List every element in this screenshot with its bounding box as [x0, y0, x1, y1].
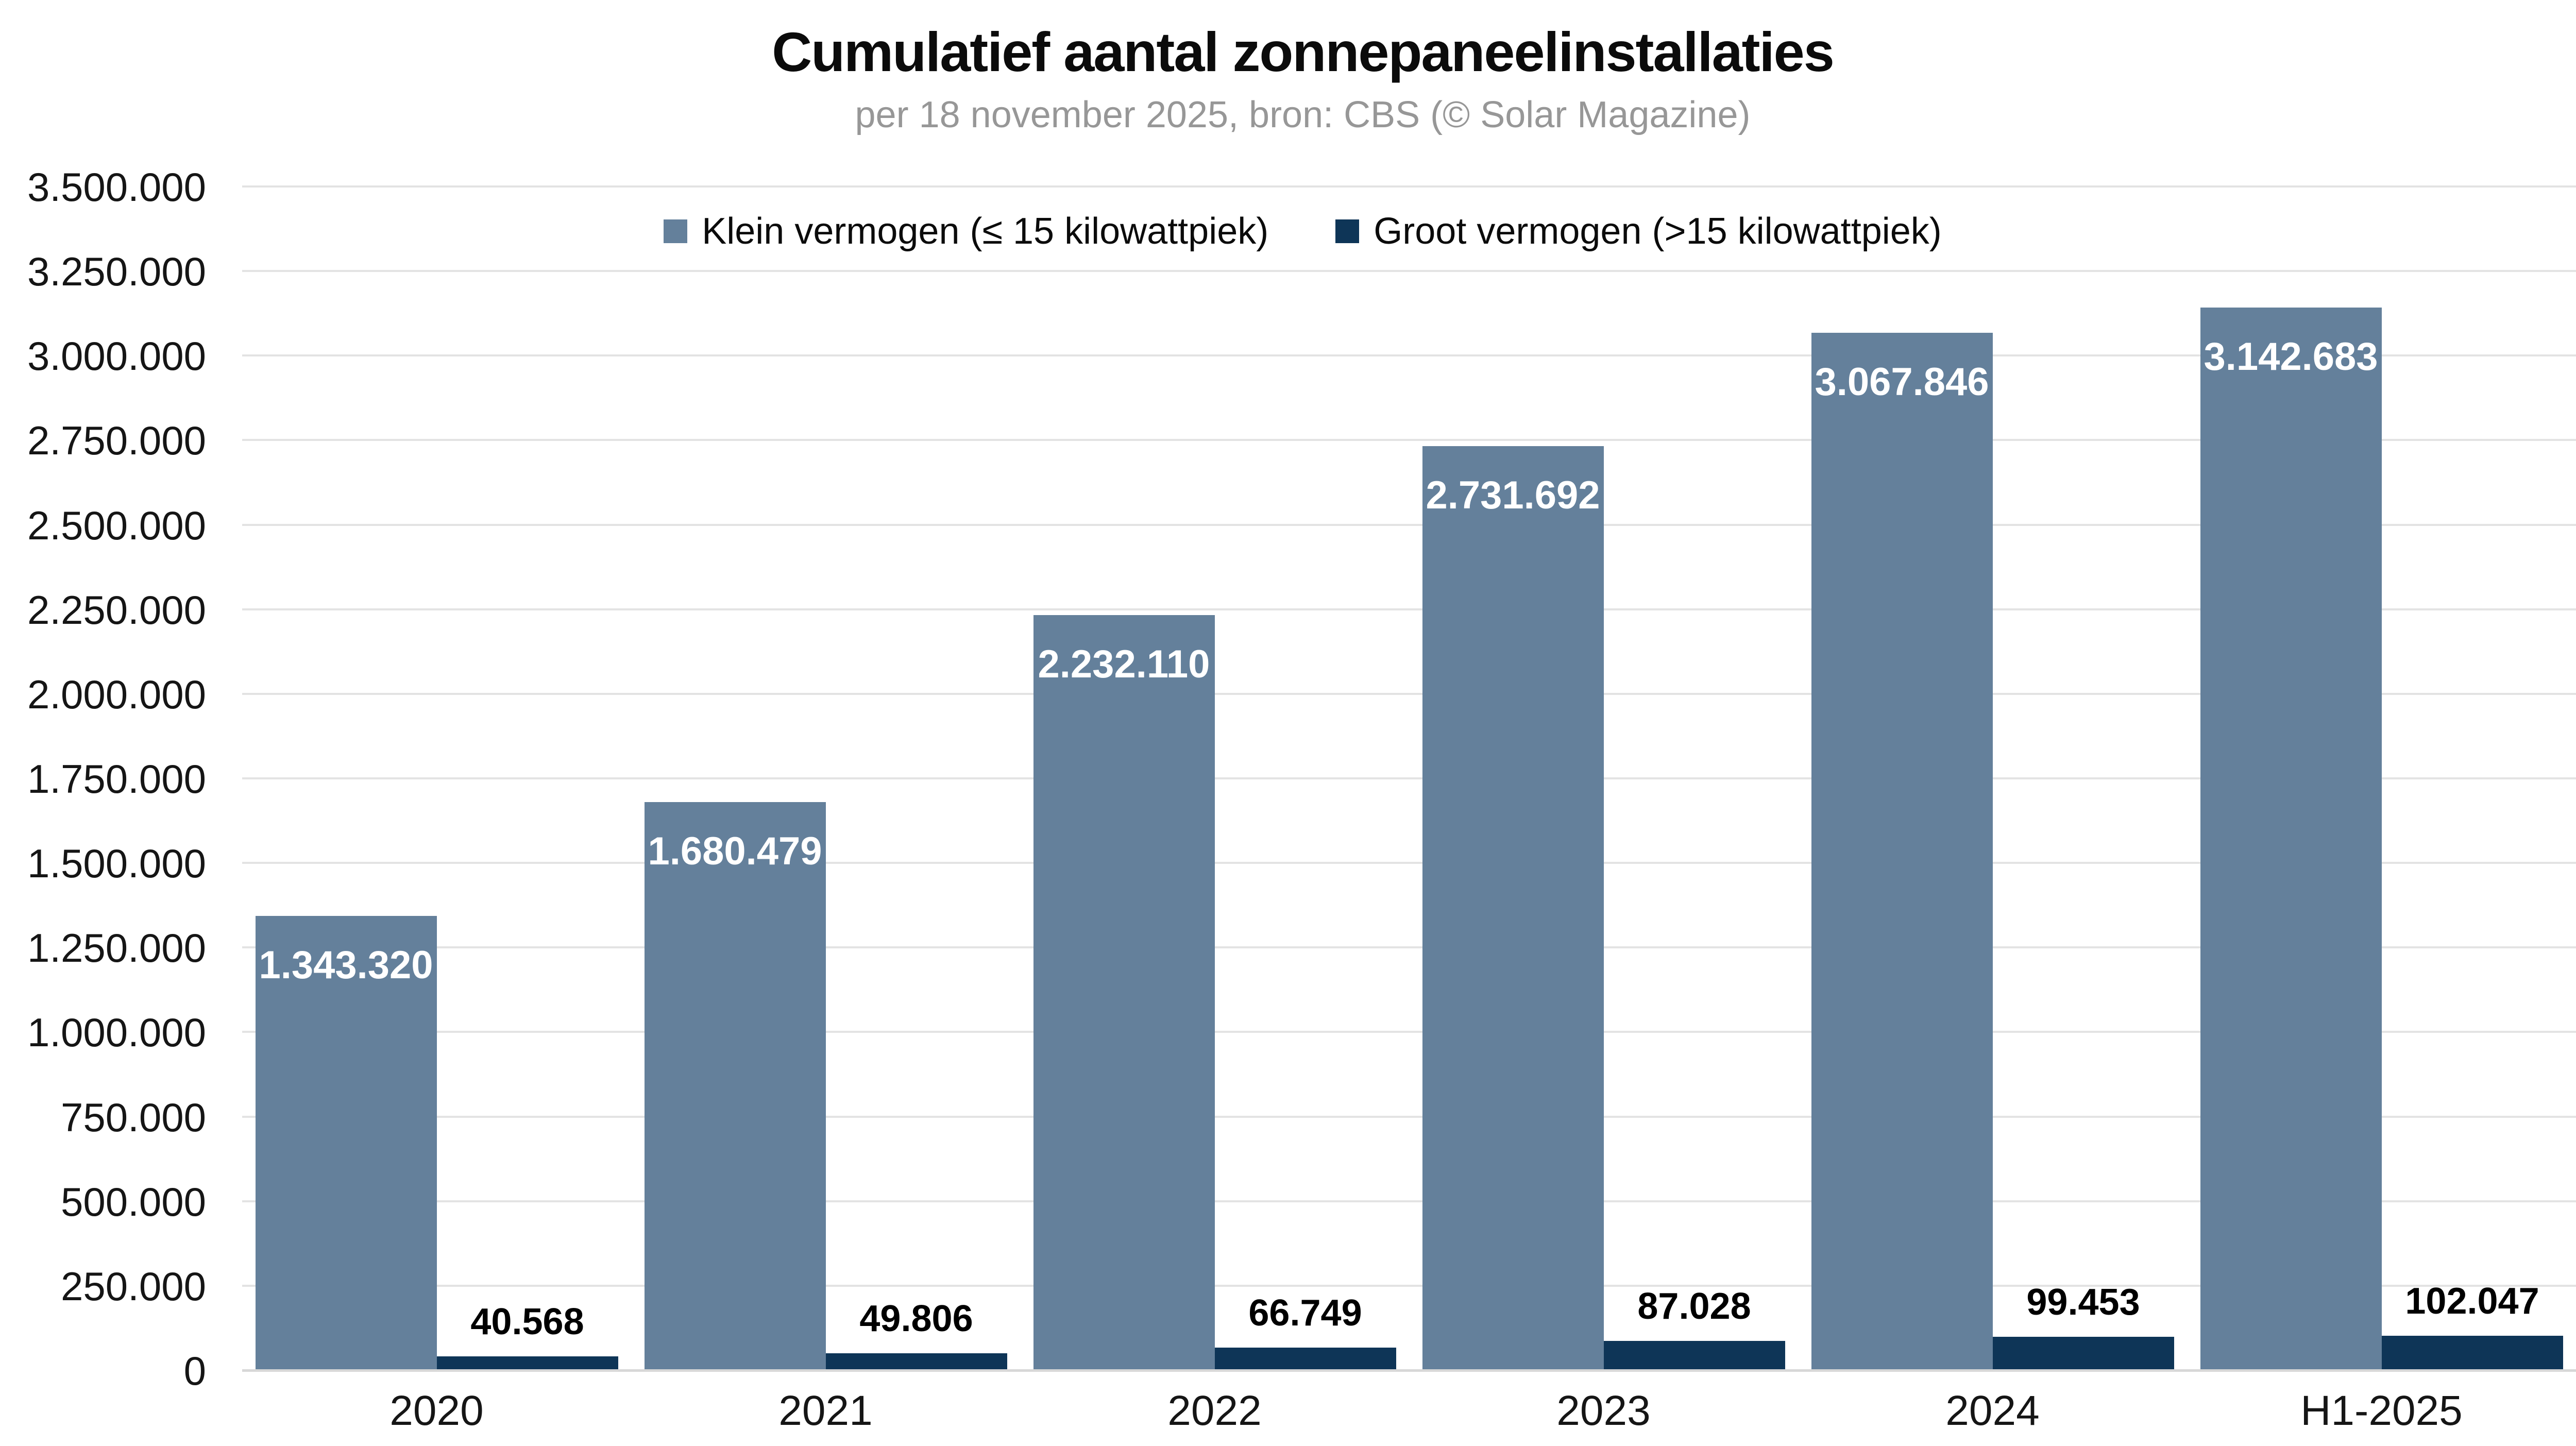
bar-value-label-groot-2020: 40.568 — [470, 1301, 584, 1343]
bar-klein-2021 — [644, 802, 826, 1370]
bar-value-label-klein-2021: 1.680.479 — [648, 829, 822, 873]
gridline-2500000 — [242, 523, 2576, 526]
x-axis-tick-label-2023: 2023 — [1556, 1387, 1651, 1434]
bar-value-label-groot-2021: 49.806 — [859, 1298, 973, 1340]
gridline-3000000 — [242, 354, 2576, 357]
bar-klein-2024 — [1811, 332, 1993, 1370]
gridline-2750000 — [242, 439, 2576, 441]
gridline-1500000 — [242, 862, 2576, 864]
bar-klein-2023 — [1422, 446, 1604, 1370]
bar-value-label-klein-2024: 3.067.846 — [1815, 360, 1989, 404]
bar-klein-2022 — [1033, 615, 1215, 1370]
bar-value-label-klein-2020: 1.343.320 — [259, 943, 433, 987]
y-axis-tick-label: 1.750.000 — [27, 756, 206, 802]
y-axis-tick-label: 0 — [183, 1348, 206, 1393]
bar-value-label-klein-2022: 2.232.110 — [1038, 642, 1210, 687]
y-axis-tick-label: 2.250.000 — [27, 587, 206, 633]
bar-value-label-groot-2024: 99.453 — [2026, 1281, 2140, 1323]
y-axis-tick-label: 2.750.000 — [27, 418, 206, 464]
gridline-250000 — [242, 1284, 2576, 1287]
x-axis-tick-label-2020: 2020 — [389, 1387, 484, 1434]
gridline-750000 — [242, 1115, 2576, 1118]
gridline-1750000 — [242, 777, 2576, 779]
bar-klein-H1-2025 — [2200, 307, 2382, 1370]
gridline-1000000 — [242, 1031, 2576, 1033]
y-axis-tick-label: 750.000 — [61, 1094, 206, 1140]
y-axis-tick-label: 1.250.000 — [27, 925, 206, 971]
y-axis-tick-label: 3.250.000 — [27, 249, 206, 295]
bar-groot-2021 — [825, 1353, 1007, 1370]
gridline-500000 — [242, 1200, 2576, 1202]
legend-item-klein-vermogen: Klein vermogen (≤ 15 kilowattpiek) — [664, 210, 1268, 252]
legend-label-klein-vermogen: Klein vermogen (≤ 15 kilowattpiek) — [702, 211, 1269, 252]
y-axis-tick-label: 1.000.000 — [27, 1010, 206, 1056]
y-axis-tick-label: 1.500.000 — [27, 841, 206, 887]
y-axis-tick-label: 3.500.000 — [27, 164, 206, 210]
x-axis-tick-label-2022: 2022 — [1167, 1387, 1262, 1434]
bar-groot-H1-2025 — [2381, 1335, 2563, 1370]
bar-value-label-groot-2023: 87.028 — [1637, 1285, 1751, 1327]
legend-item-groot-vermogen: Groot vermogen (>15 kilowattpiek) — [1335, 210, 1942, 252]
bar-groot-2024 — [1992, 1336, 2174, 1370]
bar-klein-2020 — [255, 916, 437, 1370]
y-axis-tick-label: 500.000 — [61, 1179, 206, 1224]
gridline-0 — [242, 1369, 2576, 1372]
bar-value-label-klein-2023: 2.731.692 — [1426, 473, 1600, 518]
x-axis-tick-label-2024: 2024 — [1945, 1387, 2040, 1434]
gridline-3500000 — [242, 185, 2576, 188]
bar-groot-2023 — [1603, 1340, 1785, 1370]
gridline-1250000 — [242, 946, 2576, 949]
y-axis-tick-label: 250.000 — [61, 1263, 206, 1309]
y-axis-tick-label: 2.000.000 — [27, 671, 206, 717]
chart-title: Cumulatief aantal zonnepaneelinstallatie… — [772, 21, 1835, 83]
gridline-2000000 — [242, 692, 2576, 695]
gridline-2250000 — [242, 608, 2576, 610]
bar-value-label-groot-2022: 66.749 — [1248, 1292, 1362, 1334]
gridline-3250000 — [242, 270, 2576, 273]
legend-label-groot-vermogen: Groot vermogen (>15 kilowattpiek) — [1374, 211, 1942, 252]
bar-groot-2022 — [1214, 1348, 1396, 1370]
legend-swatch-groot-vermogen — [1335, 219, 1360, 243]
x-axis-tick-label-2021: 2021 — [778, 1387, 873, 1434]
chart-subtitle: per 18 november 2025, bron: CBS (© Solar… — [855, 94, 1751, 135]
bar-groot-2020 — [436, 1356, 618, 1370]
bar-value-label-klein-H1-2025: 3.142.683 — [2204, 334, 2378, 379]
bar-value-label-groot-H1-2025: 102.047 — [2405, 1280, 2539, 1322]
chart-legend: Klein vermogen (≤ 15 kilowattpiek) Groot… — [0, 210, 2576, 252]
y-axis-tick-label: 3.000.000 — [27, 333, 206, 379]
y-axis-tick-label: 2.500.000 — [27, 502, 206, 548]
x-axis-tick-label-H1-2025: H1-2025 — [2300, 1387, 2463, 1434]
legend-swatch-klein-vermogen — [664, 219, 688, 243]
